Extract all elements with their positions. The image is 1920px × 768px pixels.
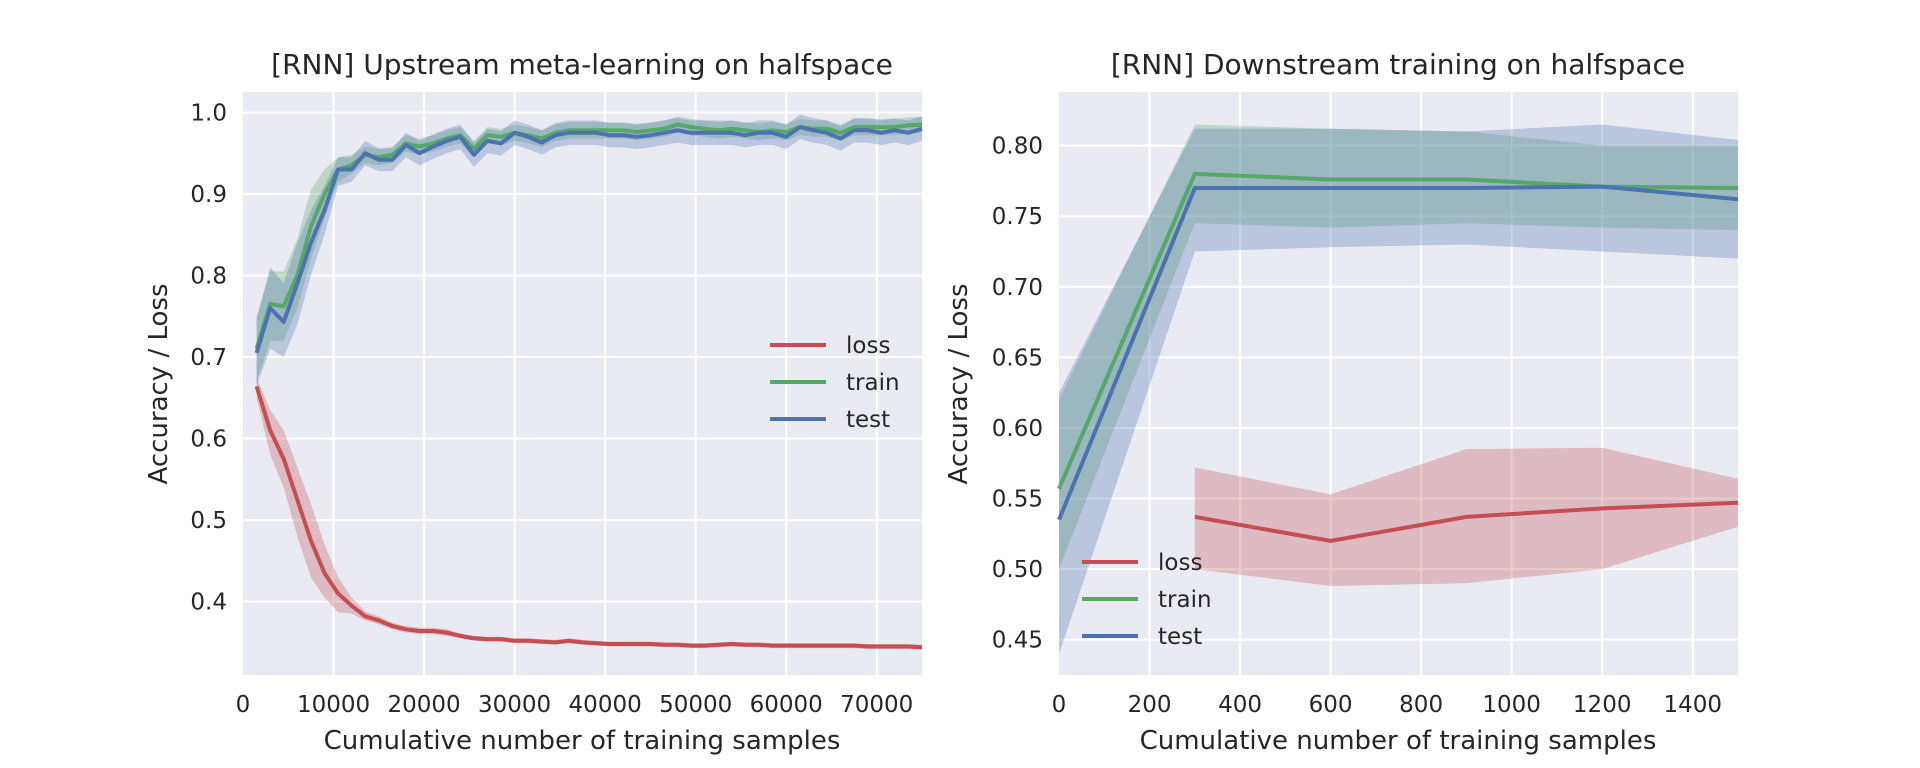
downstream-legend: loss train test: [1082, 550, 1212, 650]
y-tick-label: 0.75: [992, 204, 1043, 230]
x-tick-label: 50000: [659, 692, 732, 718]
x-tick-label: 70000: [840, 692, 913, 718]
x-tick-label: 600: [1309, 692, 1353, 718]
downstream-xlabel: Cumulative number of training samples: [1140, 726, 1657, 756]
x-tick-label: 1000: [1482, 692, 1541, 718]
downstream-title: [RNN] Downstream training on halfspace: [1111, 48, 1685, 81]
x-tick-label: 400: [1218, 692, 1262, 718]
legend-loss-label: loss: [846, 333, 890, 359]
x-tick-label: 0: [236, 692, 251, 718]
test-confidence-band: [256, 114, 923, 386]
y-tick-label: 1.0: [190, 100, 227, 126]
x-tick-label: 200: [1128, 692, 1172, 718]
test-confidence-band: [1059, 124, 1738, 654]
legend-train-label: train: [1158, 587, 1212, 613]
test-line: [1057, 184, 1739, 521]
legend-loss-label: loss: [1158, 550, 1202, 576]
upstream-title: [RNN] Upstream meta-learning on halfspac…: [271, 48, 893, 81]
x-tick-label: 40000: [569, 692, 642, 718]
y-tick-label: 0.8: [190, 263, 227, 289]
upstream-grid: [243, 92, 922, 675]
x-tick-label: 20000: [387, 692, 460, 718]
x-tick-label: 0: [1052, 692, 1067, 718]
x-tick-label: 10000: [297, 692, 370, 718]
upstream-confidence-bands: [256, 114, 923, 650]
y-tick-label: 0.6: [190, 427, 227, 453]
x-tick-label: 800: [1399, 692, 1443, 718]
upstream-series-lines: [254, 122, 923, 650]
y-tick-label: 0.55: [992, 487, 1043, 513]
y-tick-label: 0.5: [190, 508, 227, 534]
y-tick-label: 0.60: [992, 416, 1043, 442]
loss-line: [1194, 500, 1739, 543]
x-tick-label: 60000: [750, 692, 823, 718]
y-tick-label: 0.70: [992, 275, 1043, 301]
downstream-ylabel: Accuracy / Loss: [944, 283, 974, 484]
y-tick-label: 0.4: [190, 590, 227, 616]
y-tick-label: 0.50: [992, 557, 1043, 583]
train-confidence-band: [1059, 124, 1738, 570]
upstream-legend: loss train test: [770, 333, 900, 433]
legend-test-label: test: [1158, 624, 1202, 650]
downstream-tick-labels: 0 200 400 600 800 1000 1200 1400 0.45 0.50 0.55 0.6…: [992, 134, 1722, 718]
downstream-series-lines: [1057, 171, 1739, 543]
upstream-xlabel: Cumulative number of training samples: [324, 726, 841, 756]
upstream-ylabel: Accuracy / Loss: [144, 283, 174, 484]
y-tick-label: 0.45: [992, 628, 1043, 654]
x-tick-label: 30000: [478, 692, 551, 718]
upstream-chart: 0 10000 20000 30000 40000 50000 60000 70000 0.4 0…: [144, 48, 923, 756]
y-tick-label: 0.9: [190, 182, 227, 208]
y-tick-label: 0.80: [992, 134, 1043, 160]
legend-test-label: test: [846, 407, 890, 433]
downstream-grid: [1059, 92, 1738, 675]
legend-train-label: train: [846, 370, 900, 396]
x-tick-label: 1200: [1573, 692, 1632, 718]
test-line: [254, 125, 923, 354]
downstream-chart: 0 200 400 600 800 1000 1200 1400 0.45 0.50 0.55 0.6…: [944, 48, 1739, 756]
y-tick-label: 0.65: [992, 345, 1043, 371]
upstream-tick-labels: 0 10000 20000 30000 40000 50000 60000 70000 0.4 0…: [190, 100, 913, 718]
x-tick-label: 1400: [1663, 692, 1722, 718]
loss-line: [254, 385, 923, 650]
y-tick-label: 0.7: [190, 345, 227, 371]
